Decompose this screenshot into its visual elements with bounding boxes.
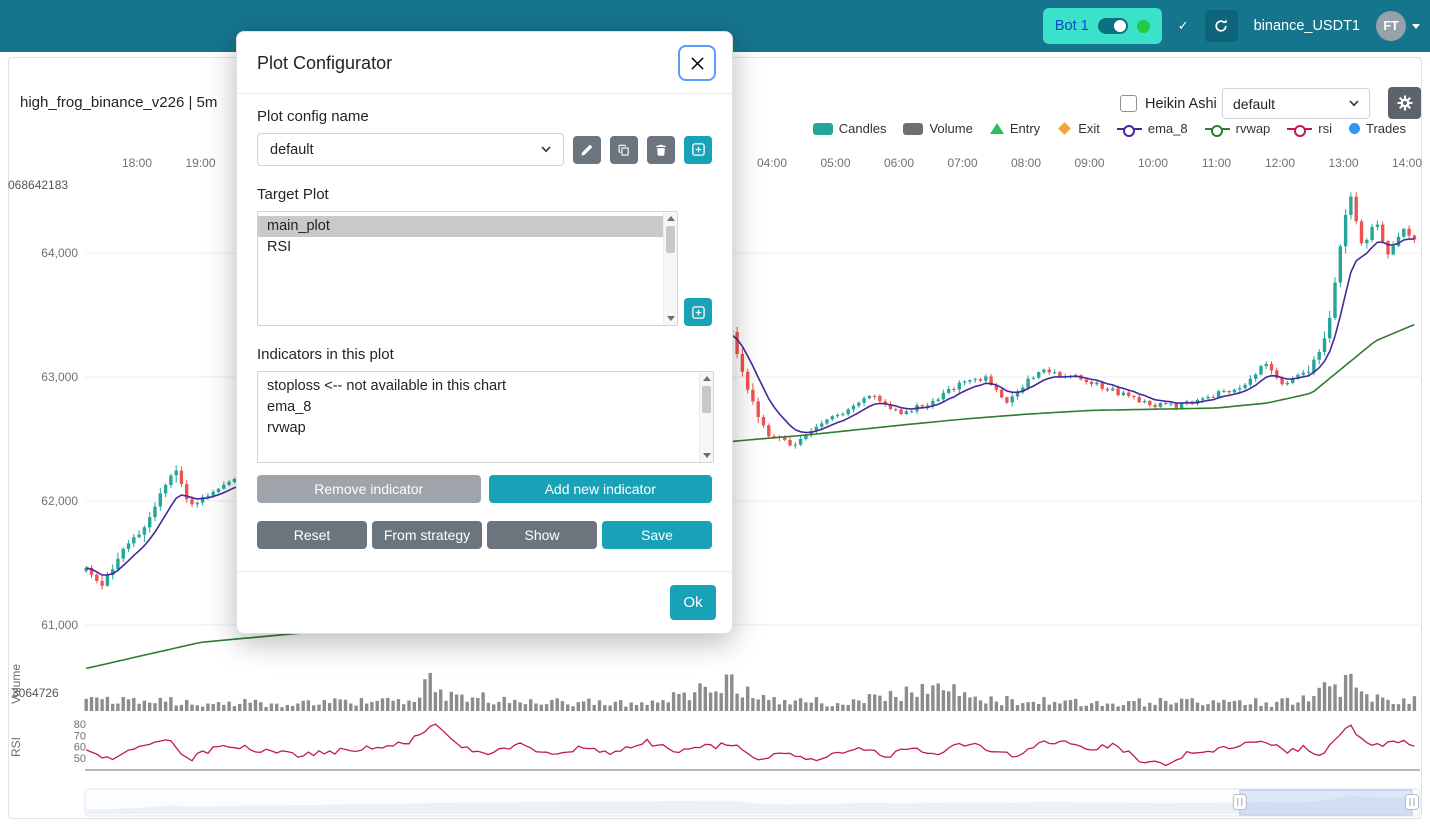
legend-label: Exit	[1078, 121, 1100, 136]
show-button[interactable]: Show	[487, 521, 597, 549]
copy-icon	[618, 144, 629, 156]
delete-config-button[interactable]	[647, 135, 675, 164]
close-button[interactable]	[678, 45, 716, 81]
indicator-actions-row: Remove indicator Add new indicator	[257, 475, 712, 503]
target-plot-option-rsi[interactable]: RSI	[267, 239, 292, 255]
chart-title: high_frog_binance_v226 | 5m	[20, 94, 218, 111]
modal-body: Plot config name default	[237, 94, 732, 571]
indicator-option-ema8[interactable]: ema_8	[267, 399, 312, 415]
exit-legend-icon	[1058, 122, 1072, 135]
indicators-listbox[interactable]: stoploss <-- not available in this chart…	[257, 371, 714, 463]
plot-configurator-modal: Plot Configurator Plot config name defau…	[236, 31, 733, 634]
legend-item-rvwap[interactable]: rvwap	[1204, 121, 1271, 137]
trash-icon	[656, 144, 666, 156]
reset-button[interactable]: Reset	[257, 521, 367, 549]
avatar: FT	[1376, 11, 1406, 41]
bot-selector[interactable]: Bot 1	[1042, 8, 1162, 44]
legend-item-rsi[interactable]: rsi	[1287, 121, 1333, 137]
chevron-down-icon	[1349, 100, 1359, 107]
chart-legend: Candles Volume Entry Exit ema_8 rvwap rsi Trade…	[812, 121, 1406, 137]
user-menu[interactable]: FT	[1376, 11, 1420, 41]
plot-config-header-select[interactable]: default	[1222, 88, 1370, 119]
target-plot-listbox[interactable]: main_plot RSI	[257, 211, 679, 326]
heikin-ashi-checkbox[interactable]	[1120, 95, 1137, 112]
trades-legend-icon	[1349, 123, 1361, 134]
entry-legend-icon	[989, 123, 1004, 134]
modal-header: Plot Configurator	[237, 32, 732, 94]
edit-config-button[interactable]	[573, 135, 601, 164]
indicators-label: Indicators in this plot	[257, 346, 394, 363]
plus-square-icon	[691, 143, 705, 156]
legend-label: Entry	[1009, 121, 1041, 136]
rvwap-legend-icon	[1204, 124, 1230, 137]
ema_8-legend-icon	[1116, 124, 1142, 137]
legend-item-trades[interactable]: Trades	[1349, 121, 1406, 136]
candles-legend-icon	[812, 122, 833, 135]
legend-item-candles[interactable]: Candles	[812, 121, 887, 136]
legend-label: rvwap	[1235, 121, 1271, 136]
duplicate-config-button[interactable]	[610, 135, 638, 164]
bot-toggle[interactable]	[1097, 18, 1128, 34]
caret-down-icon	[1412, 23, 1420, 29]
target-plot-label: Target Plot	[257, 186, 329, 203]
add-config-button[interactable]	[684, 135, 712, 164]
plot-config-name-row: default	[257, 133, 712, 166]
modal-footer: Ok	[237, 571, 732, 633]
plot-config-name-label: Plot config name	[257, 108, 369, 125]
remove-indicator-button[interactable]: Remove indicator	[257, 475, 481, 503]
volume-legend-icon	[903, 122, 924, 135]
refresh-icon	[1215, 19, 1227, 32]
close-icon	[690, 56, 704, 70]
add-plot-button[interactable]	[684, 298, 712, 326]
legend-label: Trades	[1366, 121, 1406, 136]
indicator-option-rvwap[interactable]: rvwap	[267, 420, 306, 436]
scroll-thumb[interactable]	[702, 386, 711, 413]
legend-item-exit[interactable]: Exit	[1057, 121, 1100, 136]
legend-label: Volume	[929, 121, 973, 136]
from-strategy-button[interactable]: From strategy	[372, 521, 482, 549]
legend-item-ema_8[interactable]: ema_8	[1116, 121, 1188, 137]
plot-config-name-select[interactable]: default	[257, 133, 564, 166]
gear-icon	[1397, 95, 1412, 111]
legend-label: Candles	[838, 121, 887, 136]
toggle-knob	[1113, 20, 1126, 32]
target-plot-row: main_plot RSI	[257, 211, 712, 326]
scrollbar[interactable]	[663, 212, 678, 325]
bot-online-dot	[1136, 19, 1150, 33]
add-new-indicator-button[interactable]: Add new indicator	[488, 475, 712, 503]
refresh-button[interactable]	[1204, 10, 1238, 42]
indicator-option-stoploss[interactable]: stoploss <-- not available in this chart	[267, 378, 506, 394]
check-icon: ✓	[1177, 18, 1189, 33]
plus-square-icon	[691, 305, 705, 319]
heikin-ashi-label: Heikin Ashi	[1145, 95, 1217, 112]
bot-instance-label: binance_USDT1	[1253, 18, 1360, 34]
navbar-right-group: Bot 1 ✓ binance_USDT1 FT	[1042, 0, 1420, 52]
rsi-legend-icon	[1287, 124, 1313, 137]
legend-label: rsi	[1318, 121, 1333, 136]
ok-button[interactable]: Ok	[670, 585, 716, 620]
scroll-down-arrow[interactable]	[703, 453, 711, 458]
chevron-down-icon	[541, 146, 551, 153]
plot-configurator-button[interactable]	[1388, 87, 1421, 119]
scroll-down-arrow[interactable]	[667, 316, 676, 321]
plot-config-name-value: default	[270, 141, 314, 158]
legend-item-entry[interactable]: Entry	[989, 121, 1041, 136]
save-button[interactable]: Save	[602, 521, 712, 549]
bot-name-label: Bot 1	[1054, 18, 1089, 34]
legend-item-volume[interactable]: Volume	[903, 121, 973, 136]
scroll-up-arrow[interactable]	[703, 376, 711, 381]
scroll-up-arrow[interactable]	[667, 216, 676, 221]
plot-config-header-value: default	[1233, 95, 1276, 112]
scroll-thumb[interactable]	[666, 226, 676, 253]
modal-title: Plot Configurator	[257, 52, 393, 73]
pencil-icon	[581, 144, 593, 156]
target-plot-option-main-plot[interactable]: main_plot	[258, 216, 664, 237]
legend-label: ema_8	[1147, 121, 1188, 136]
scrollbar[interactable]	[699, 372, 713, 462]
heikin-ashi-control: Heikin Ashi	[1120, 95, 1217, 112]
config-actions-row: Reset From strategy Show Save	[257, 521, 712, 549]
